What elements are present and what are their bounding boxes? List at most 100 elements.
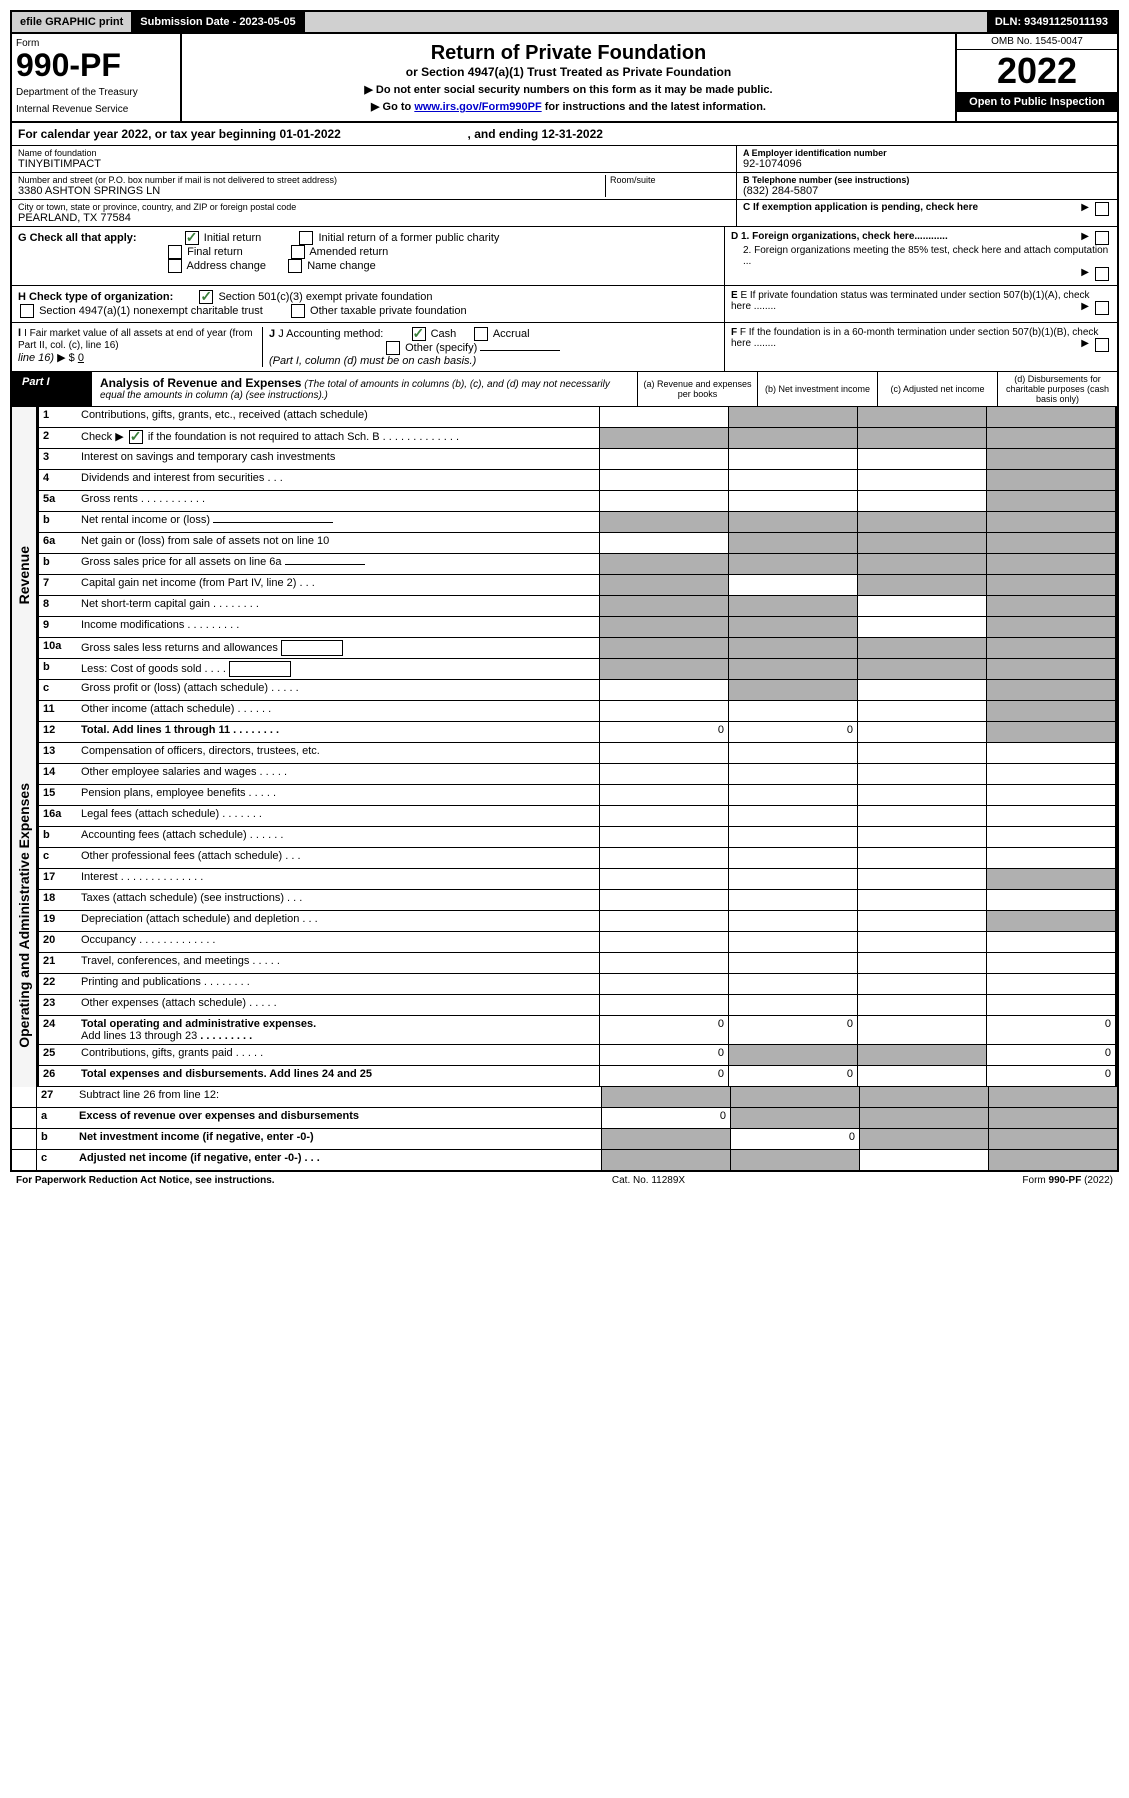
cal-end: 12-31-2022: [542, 127, 603, 141]
phone-label: B Telephone number (see instructions): [743, 175, 1111, 185]
cal-begin: 01-01-2022: [279, 127, 340, 141]
v24d: 0: [986, 1016, 1115, 1044]
v24a: 0: [599, 1016, 728, 1044]
col-a-header: (a) Revenue and expenses per books: [637, 372, 757, 406]
irs-label: Internal Revenue Service: [16, 104, 176, 115]
irs-link[interactable]: www.irs.gov/Form990PF: [414, 101, 541, 113]
cal-mid: , and ending: [468, 127, 542, 141]
line-25: Contributions, gifts, grants paid . . . …: [77, 1045, 599, 1065]
line-10a: Gross sales less returns and allowances: [77, 638, 599, 658]
accrual-checkbox[interactable]: [474, 327, 488, 341]
city-label: City or town, state or province, country…: [18, 202, 730, 212]
form-header: Form 990-PF Department of the Treasury I…: [10, 34, 1119, 123]
line-6b: Gross sales price for all assets on line…: [77, 554, 599, 574]
schb-checkbox[interactable]: [129, 430, 143, 444]
d1-label: D 1. Foreign organizations, check here..…: [731, 231, 948, 242]
initial-return-checkbox[interactable]: [185, 231, 199, 245]
ijf-row: I I Fair market value of all assets at e…: [10, 323, 1119, 372]
addr-change-label: Address change: [187, 260, 267, 272]
amended-checkbox[interactable]: [291, 245, 305, 259]
line-16c: Other professional fees (attach schedule…: [77, 848, 599, 868]
i-amount: 0: [78, 352, 84, 364]
c-checkbox[interactable]: [1095, 202, 1109, 216]
main-title: Return of Private Foundation: [190, 42, 947, 65]
tax-year: 2022: [957, 50, 1117, 92]
part1-label: Part I: [12, 372, 92, 406]
line-22: Printing and publications . . . . . . . …: [77, 974, 599, 994]
initial-former-label: Initial return of a former public charit…: [318, 232, 499, 244]
topbar: efile GRAPHIC print Submission Date - 20…: [10, 10, 1119, 34]
v25d: 0: [986, 1045, 1115, 1065]
line-8: Net short-term capital gain . . . . . . …: [77, 596, 599, 616]
instr-pre: ▶ Go to: [371, 101, 414, 113]
line-4: Dividends and interest from securities .…: [77, 470, 599, 490]
col-c-header: (c) Adjusted net income: [877, 372, 997, 406]
omb-number: OMB No. 1545-0047: [957, 34, 1117, 50]
initial-return-label: Initial return: [204, 232, 261, 244]
cash-checkbox[interactable]: [412, 327, 426, 341]
h-label: H Check type of organization:: [18, 291, 173, 303]
row-27a: aExcess of revenue over expenses and dis…: [10, 1108, 1119, 1129]
i-prefix: ▶ $: [57, 352, 78, 364]
j-note: (Part I, column (d) must be on cash basi…: [269, 355, 476, 367]
name-change-checkbox[interactable]: [288, 259, 302, 273]
e-checkbox[interactable]: [1095, 301, 1109, 315]
501c3-checkbox[interactable]: [199, 290, 213, 304]
entity-row-1: Name of foundation TINYBITIMPACT Number …: [10, 146, 1119, 227]
cash-label: Cash: [431, 328, 457, 340]
part1-title: Analysis of Revenue and Expenses: [100, 376, 301, 390]
expenses-side-label: Operating and Administrative Expenses: [12, 743, 37, 1087]
line-24: Total operating and administrative expen…: [77, 1016, 599, 1044]
other-taxable-checkbox[interactable]: [291, 304, 305, 318]
line-27b: Net investment income (if negative, ente…: [75, 1129, 601, 1149]
phone-value: (832) 284-5807: [743, 185, 1111, 197]
d1-checkbox[interactable]: [1095, 231, 1109, 245]
i-label: I Fair market value of all assets at end…: [18, 328, 253, 351]
line-20: Occupancy . . . . . . . . . . . . .: [77, 932, 599, 952]
addr-label: Number and street (or P.O. box number if…: [18, 175, 605, 185]
instruction-ssn: ▶ Do not enter social security numbers o…: [190, 83, 947, 96]
cal-pre: For calendar year 2022, or tax year begi…: [18, 127, 279, 141]
line-21: Travel, conferences, and meetings . . . …: [77, 953, 599, 973]
g-row: G Check all that apply: Initial return I…: [10, 227, 1119, 286]
open-inspection: Open to Public Inspection: [957, 92, 1117, 112]
revenue-section: Revenue 1Contributions, gifts, grants, e…: [10, 407, 1119, 743]
addr-value: 3380 ASHTON SPRINGS LN: [18, 185, 605, 197]
4947-checkbox[interactable]: [20, 304, 34, 318]
ein-value: 92-1074096: [743, 158, 1111, 170]
line-16a: Legal fees (attach schedule) . . . . . .…: [77, 806, 599, 826]
room-label: Room/suite: [610, 175, 730, 185]
other-method-checkbox[interactable]: [386, 341, 400, 355]
initial-former-checkbox[interactable]: [299, 231, 313, 245]
final-return-checkbox[interactable]: [168, 245, 182, 259]
v12a: 0: [599, 722, 728, 742]
addr-change-checkbox[interactable]: [168, 259, 182, 273]
accrual-label: Accrual: [493, 328, 530, 340]
row-27c: cAdjusted net income (if negative, enter…: [10, 1150, 1119, 1171]
line-16b: Accounting fees (attach schedule) . . . …: [77, 827, 599, 847]
v26a: 0: [599, 1066, 728, 1086]
line-5b: Net rental income or (loss): [77, 512, 599, 532]
other-taxable-label: Other taxable private foundation: [310, 305, 467, 317]
footer-right: Form 990-PF (2022): [1022, 1175, 1113, 1186]
g-label: G Check all that apply:: [18, 232, 137, 244]
v25a: 0: [599, 1045, 728, 1065]
501c3-label: Section 501(c)(3) exempt private foundat…: [218, 291, 432, 303]
c-label: C If exemption application is pending, c…: [743, 202, 978, 213]
d2-checkbox[interactable]: [1095, 267, 1109, 281]
footer: For Paperwork Reduction Act Notice, see …: [10, 1171, 1119, 1189]
revenue-side-label: Revenue: [12, 407, 37, 743]
foundation-name: TINYBITIMPACT: [18, 158, 730, 170]
v26d: 0: [986, 1066, 1115, 1086]
f-label: F If the foundation is in a 60-month ter…: [731, 327, 1098, 349]
arrow-icon: ▶: [1081, 267, 1089, 278]
arrow-icon: ▶: [1081, 202, 1089, 213]
h-row: H Check type of organization: Section 50…: [10, 286, 1119, 323]
part1-header: Part I Analysis of Revenue and Expenses …: [10, 372, 1119, 407]
calendar-year-row: For calendar year 2022, or tax year begi…: [10, 123, 1119, 146]
v24b: 0: [728, 1016, 857, 1044]
ein-label: A Employer identification number: [743, 148, 1111, 158]
col-d-header: (d) Disbursements for charitable purpose…: [997, 372, 1117, 406]
f-checkbox[interactable]: [1095, 338, 1109, 352]
line-17: Interest . . . . . . . . . . . . . .: [77, 869, 599, 889]
